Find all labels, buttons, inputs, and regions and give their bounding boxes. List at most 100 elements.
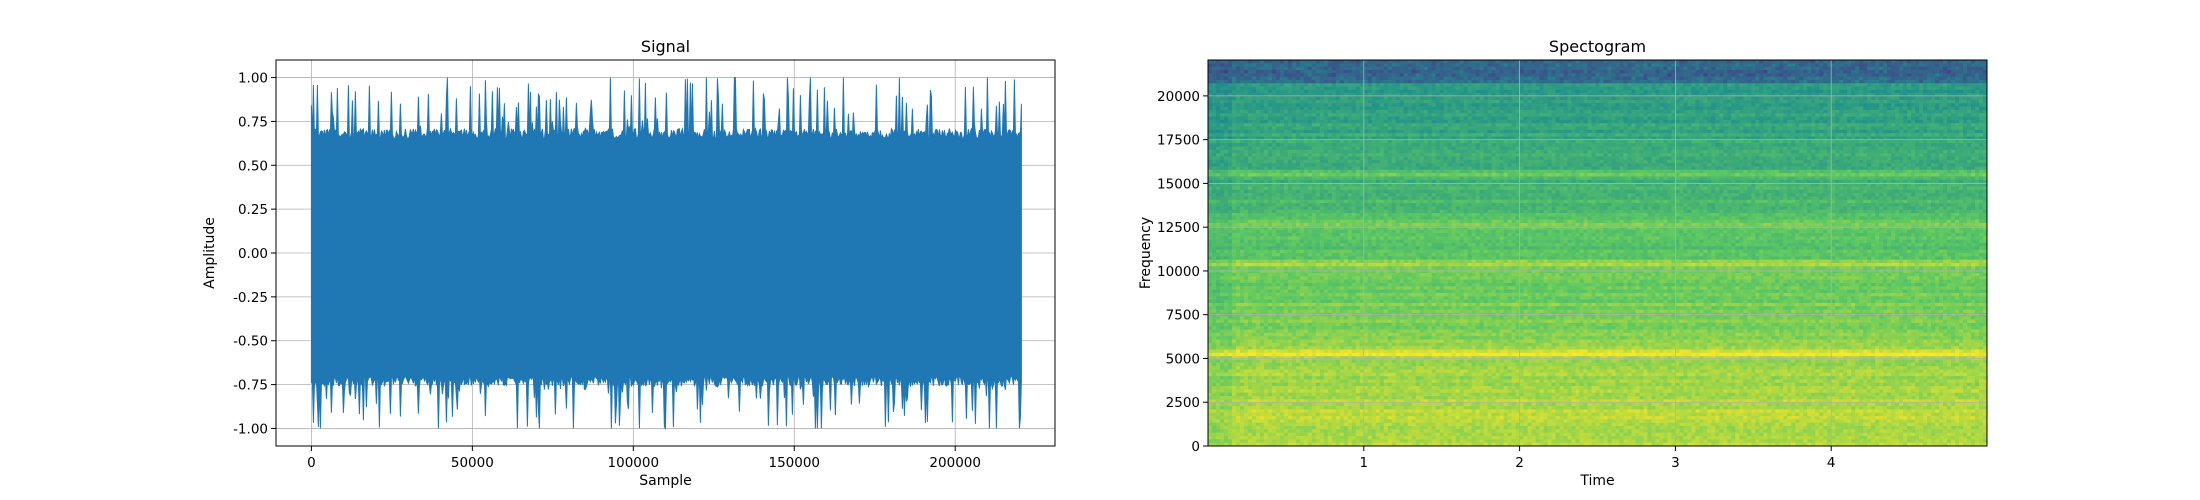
heatmap-cell xyxy=(1499,63,1505,68)
heatmap-cell xyxy=(1595,109,1601,114)
heatmap-cell xyxy=(1803,83,1808,88)
heatmap-cell xyxy=(1331,66,1337,71)
heatmap-cell xyxy=(1739,99,1744,104)
heatmap-cell xyxy=(1959,119,1964,124)
heatmap-cell xyxy=(1879,76,1884,81)
heatmap-cell xyxy=(1967,83,1972,88)
heatmap-cell xyxy=(1395,89,1401,94)
heatmap-cell xyxy=(1243,63,1249,68)
heatmap-cell xyxy=(1215,113,1221,118)
heatmap-cell xyxy=(1407,86,1413,91)
heatmap-cell xyxy=(1959,109,1964,114)
heatmap-cell xyxy=(1739,60,1744,64)
heatmap-cell xyxy=(1859,96,1864,101)
heatmap-cell xyxy=(1687,103,1692,108)
heatmap-cell xyxy=(1951,93,1956,98)
heatmap-cell xyxy=(1771,113,1776,118)
heatmap-cell xyxy=(1423,60,1429,64)
heatmap-cell xyxy=(1467,86,1473,91)
heatmap-cell xyxy=(1683,66,1688,71)
heatmap-cell xyxy=(1439,123,1445,128)
heatmap-cell xyxy=(1351,123,1357,128)
heatmap-cell xyxy=(1363,96,1369,101)
heatmap-cell xyxy=(1719,116,1724,121)
heatmap-cell xyxy=(1331,113,1337,118)
heatmap-cell xyxy=(1395,76,1401,81)
heatmap-cell xyxy=(1367,60,1373,64)
heatmap-cell xyxy=(1339,66,1345,71)
heatmap-cell xyxy=(1531,76,1537,81)
heatmap-cell xyxy=(1275,86,1281,91)
heatmap-cell xyxy=(1935,86,1940,91)
heatmap-cell xyxy=(1771,79,1776,84)
heatmap-cell xyxy=(1603,106,1609,111)
heatmap-cell xyxy=(1279,109,1285,114)
heatmap-cell xyxy=(1359,119,1365,124)
heatmap-cell xyxy=(1551,99,1557,104)
heatmap-cell xyxy=(1411,96,1417,101)
heatmap-cell xyxy=(1855,113,1860,118)
heatmap-cell xyxy=(1627,123,1633,128)
heatmap-cell xyxy=(1795,66,1800,71)
heatmap-cell xyxy=(1615,63,1621,68)
heatmap-cell xyxy=(1963,89,1968,94)
heatmap-cell xyxy=(1663,66,1669,71)
heatmap-cell xyxy=(1671,76,1676,81)
heatmap-cell xyxy=(1431,113,1437,118)
heatmap-cell xyxy=(1291,106,1297,111)
heatmap-cell xyxy=(1527,103,1533,108)
heatmap-cell xyxy=(1311,66,1317,71)
heatmap-cell xyxy=(1527,106,1533,111)
heatmap-cell xyxy=(1787,66,1792,71)
heatmap-cell xyxy=(1667,109,1672,114)
heatmap-cell xyxy=(1407,109,1413,114)
heatmap-cell xyxy=(1375,99,1381,104)
heatmap-cell xyxy=(1719,103,1724,108)
heatmap-cell xyxy=(1835,116,1840,121)
heatmap-cell xyxy=(1579,116,1585,121)
heatmap-cell xyxy=(1451,93,1457,98)
heatmap-cell xyxy=(1891,86,1896,91)
heatmap-cell xyxy=(1403,66,1409,71)
heatmap-cell xyxy=(1575,73,1581,78)
heatmap-cell xyxy=(1923,103,1928,108)
heatmap-cell xyxy=(1251,116,1257,121)
heatmap-cell xyxy=(1763,86,1768,91)
heatmap-cell xyxy=(1819,113,1824,118)
heatmap-cell xyxy=(1783,63,1788,68)
heatmap-cell xyxy=(1255,89,1261,94)
heatmap-cell xyxy=(1311,69,1317,74)
heatmap-cell xyxy=(1867,79,1872,84)
heatmap-cell xyxy=(1235,109,1241,114)
heatmap-cell xyxy=(1655,83,1661,88)
heatmap-cell xyxy=(1859,103,1864,108)
heatmap-cell xyxy=(1267,119,1273,124)
heatmap-cell xyxy=(1591,116,1597,121)
heatmap-cell xyxy=(1911,93,1916,98)
heatmap-cell xyxy=(1267,93,1273,98)
heatmap-cell xyxy=(1575,96,1581,101)
heatmap-cell xyxy=(1815,60,1820,64)
heatmap-cell xyxy=(1451,76,1457,81)
heatmap-cell xyxy=(1391,60,1397,64)
heatmap-cell xyxy=(1379,83,1385,88)
heatmap-cell xyxy=(1739,109,1744,114)
heatmap-cell xyxy=(1559,69,1565,74)
heatmap-cell xyxy=(1775,103,1780,108)
heatmap-cell xyxy=(1679,76,1684,81)
heatmap-cell xyxy=(1631,63,1637,68)
heatmap-cell xyxy=(1675,113,1680,118)
heatmap-cell xyxy=(1939,106,1944,111)
heatmap-cell xyxy=(1983,63,1987,68)
heatmap-cell xyxy=(1887,66,1892,71)
heatmap-cell xyxy=(1767,83,1772,88)
heatmap-cell xyxy=(1755,79,1760,84)
heatmap-cell xyxy=(1283,103,1289,108)
heatmap-cell xyxy=(1571,73,1577,78)
heatmap-cell xyxy=(1799,69,1804,74)
heatmap-cell xyxy=(1711,93,1716,98)
heatmap-cell xyxy=(1323,119,1329,124)
heatmap-cell xyxy=(1911,73,1916,78)
heatmap-cell xyxy=(1615,113,1621,118)
heatmap-cell xyxy=(1719,63,1724,68)
